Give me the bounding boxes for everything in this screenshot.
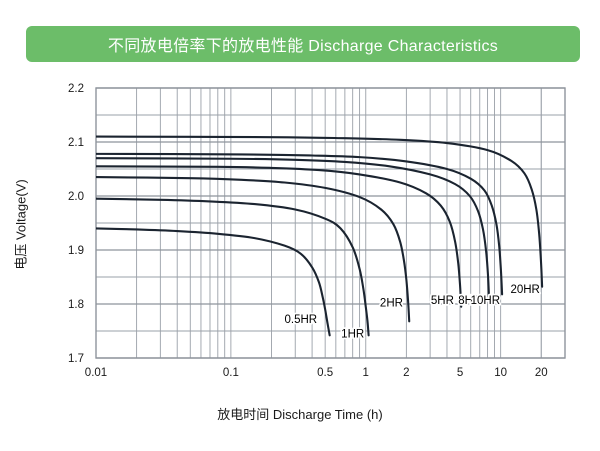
discharge-curve-1hr	[96, 197, 370, 337]
discharge-curve-20hr	[96, 135, 544, 288]
x-tick-label: 0.5	[317, 367, 333, 379]
curve-label-1hr: 1HR	[341, 328, 364, 340]
curve-label-halo: 20HR	[510, 284, 539, 296]
x-tick-label: 2	[403, 367, 409, 379]
y-tick-label: 2.2	[68, 83, 84, 95]
discharge-curve-8hr	[96, 157, 491, 299]
x-tick-label: 0.1	[223, 367, 239, 379]
y-tick-label: 2.1	[68, 137, 84, 149]
curve-label-halo: 1HR	[341, 328, 364, 340]
x-tick-label: 0.01	[85, 367, 107, 379]
y-tick-label: 1.8	[68, 299, 84, 311]
y-tick-label: 1.9	[68, 245, 84, 257]
curve-label-10hr: 10HR	[471, 295, 500, 307]
curve-label-halo: 0.5HR	[285, 314, 318, 326]
curve-group	[96, 135, 544, 337]
curve-label-halo: 5HR	[431, 295, 454, 307]
curve-label-halo: 10HR	[471, 295, 500, 307]
plot-frame	[95, 87, 566, 359]
x-tick-label: 20	[535, 367, 548, 379]
curve-label-0.5hr: 0.5HR	[285, 314, 318, 326]
curve-label-halo: 8HR	[458, 295, 481, 307]
curve-label-5hr: 5HR	[431, 295, 454, 307]
x-tick-label: 10	[494, 367, 507, 379]
x-tick-label: 1	[363, 367, 369, 379]
discharge-curve-5hr	[96, 165, 463, 308]
discharge-curve-2hr	[96, 176, 411, 323]
x-tick-label: 5	[457, 367, 463, 379]
y-tick-label: 1.7	[68, 353, 84, 365]
curve-label-20hr: 20HR	[510, 284, 539, 296]
curve-label-8hr: 8HR	[458, 295, 481, 307]
y-axis-title: 电压 Voltage(V)	[13, 179, 29, 270]
x-axis-title: 放电时间 Discharge Time (h)	[217, 407, 383, 422]
chart-title-bar: 不同放电倍率下的放电性能 Discharge Characteristics	[26, 26, 580, 62]
discharge-curve-0.5hr	[96, 227, 331, 337]
curve-label-2hr: 2HR	[380, 298, 403, 310]
discharge-curve-10hr	[96, 152, 504, 296]
curve-label-halo: 2HR	[380, 298, 403, 310]
y-tick-label: 2.0	[68, 191, 84, 203]
chart-title-text: 不同放电倍率下的放电性能 Discharge Characteristics	[107, 38, 499, 55]
